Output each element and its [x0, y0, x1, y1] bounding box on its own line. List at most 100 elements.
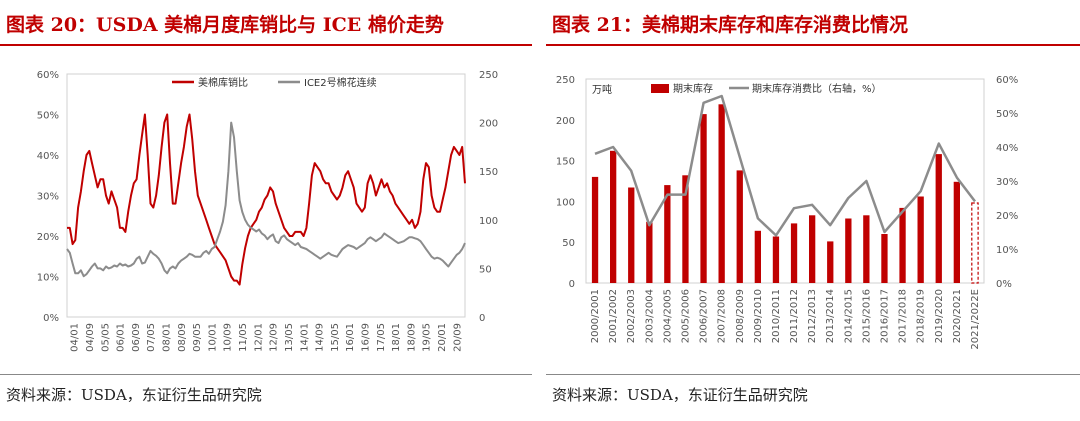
- chart-panel-stock-to-use: 图表 20：USDA 美棉月度库销比与 ICE 棉价走势 0% 10% 20% 30%…: [0, 0, 532, 421]
- left-axis-tick-label: 40%: [37, 151, 59, 162]
- series-line-stock-consumption-ratio: [594, 94, 976, 237]
- x-axis-tick-label: 2003/2004: [644, 289, 655, 343]
- x-axis-tick-label: 05/05: [100, 323, 111, 352]
- x-axis-tick-label: 2020/2021: [952, 289, 963, 343]
- x-axis-tick-label: 16/01: [345, 323, 356, 352]
- left-axis-tick-label: 0: [569, 279, 575, 290]
- source-rule: [0, 374, 532, 375]
- source-note: 资料来源：USDA，东证衍生品研究院: [6, 386, 262, 404]
- x-axis-tick-label: 16/09: [361, 323, 372, 352]
- chart-title: 图表 21：美棉期末库存和库存消费比情况: [552, 14, 909, 36]
- x-axis-tick-label: 2008/2009: [735, 289, 746, 343]
- bar-ending-stocks: [863, 215, 870, 283]
- x-axis-tick-label: 2013/2014: [825, 289, 836, 343]
- ending-stocks-chart: 0 50 100 150 200 250 0% 10% 20% 30% 40% 50% 60% 万吨 200…: [556, 75, 1018, 350]
- left-axis-tick-label: 250: [556, 75, 575, 86]
- right-axis-tick-label: 50%: [996, 109, 1018, 120]
- right-axis-tick-label: 10%: [996, 245, 1018, 256]
- unit-label: 万吨: [592, 83, 612, 96]
- bar-ending-stocks: [953, 181, 960, 283]
- x-axis-tick-label: 06/09: [131, 323, 142, 352]
- x-axis-tick-label: 12/09: [269, 323, 280, 352]
- x-axis-tick-label: 2001/2002: [608, 289, 619, 343]
- x-axis-tick-label: 2007/2008: [717, 289, 728, 343]
- x-axis-tick-label: 2015/2016: [861, 289, 872, 343]
- x-axis-tick-label: 2021/2022E: [970, 289, 981, 350]
- legend-swatch-bar: [651, 84, 669, 93]
- x-axis-tick-label: 2000/2001: [590, 289, 601, 343]
- left-axis-tick-label: 10%: [37, 273, 59, 284]
- x-axis-tick-label: 06/01: [116, 323, 127, 352]
- bar-ending-stocks: [591, 176, 599, 283]
- x-axis-tick-label: 2016/2017: [880, 289, 891, 343]
- x-axis-tick-label: 2019/2020: [934, 289, 945, 343]
- right-axis-tick-label: 200: [479, 119, 498, 130]
- title-rule: [546, 44, 1080, 46]
- left-axis-tick-label: 60%: [37, 70, 59, 81]
- x-axis-tick-label: 2010/2011: [771, 289, 782, 343]
- x-axis-tick-label: 20/01: [437, 323, 448, 352]
- bar-ending-stocks: [700, 114, 707, 283]
- x-axis-tick-label: 2012/2013: [807, 289, 818, 343]
- x-axis-tick-label: 12/01: [253, 323, 264, 352]
- bar-ending-stocks: [736, 170, 743, 283]
- bar-ending-stocks: [772, 236, 780, 283]
- x-axis-tick-label: 14/01: [299, 323, 310, 352]
- right-axis-tick-label: 250: [479, 70, 498, 81]
- source-note: 资料来源：USDA，东证衍生品研究院: [552, 386, 808, 404]
- chart-panel-ending-stocks: 图表 21：美棉期末库存和库存消费比情况 0 50 100 150 200 250 0% 10…: [546, 0, 1080, 421]
- legend-label: 期末库存: [673, 82, 713, 95]
- x-axis-tick-label: 18/01: [391, 323, 402, 352]
- legend-label: ICE2号棉花连续: [304, 76, 377, 89]
- x-axis-tick-label: 20/09: [452, 323, 463, 352]
- right-axis-tick-label: 30%: [996, 177, 1018, 188]
- right-axis-tick-label: 20%: [996, 211, 1018, 222]
- x-axis-tick-label: 08/09: [177, 323, 188, 352]
- x-axis-tick-label: 04/01: [70, 323, 81, 352]
- x-axis-tick-label: 15/05: [330, 323, 341, 352]
- x-axis-tick-label: 14/09: [315, 323, 326, 352]
- x-axis-tick-label: 2017/2018: [898, 289, 909, 343]
- title-rule: [0, 44, 532, 46]
- legend-label: 期末库存消费比（右轴，%）: [752, 82, 882, 95]
- monthly-stock-to-use-chart: 0% 10% 20% 30% 40% 50% 60% 0 50 100 150 200 250 04/01…: [37, 70, 498, 352]
- x-axis-tick-label: 04/09: [85, 323, 96, 352]
- x-axis-tick-label: 10/09: [223, 323, 234, 352]
- x-axis-tick-label: 10/01: [207, 323, 218, 352]
- chart-title: 图表 20：USDA 美棉月度库销比与 ICE 棉价走势: [6, 14, 444, 36]
- right-axis-tick-label: 60%: [996, 75, 1018, 86]
- bar-ending-stocks: [754, 230, 761, 283]
- bar-ending-stocks: [881, 234, 888, 283]
- right-axis-tick-label: 150: [479, 167, 498, 178]
- bar-ending-stocks: [827, 241, 834, 283]
- left-axis-tick-label: 200: [556, 116, 575, 127]
- x-axis-tick-label: 2009/2010: [753, 289, 764, 343]
- left-axis-tick-label: 150: [556, 157, 575, 168]
- right-axis-tick-label: 0%: [996, 279, 1012, 290]
- bar-ending-stocks: [718, 104, 725, 283]
- right-axis-tick-label: 100: [479, 216, 498, 227]
- x-axis-tick-label: 2018/2019: [916, 289, 927, 343]
- left-axis-tick-label: 20%: [37, 232, 59, 243]
- left-axis-tick-label: 50: [562, 238, 575, 249]
- x-axis-tick-label: 2014/2015: [843, 289, 854, 343]
- bar-ending-stocks: [917, 196, 924, 283]
- plot-frame: [66, 73, 466, 318]
- x-axis-tick-label: 2004/2005: [662, 289, 673, 343]
- series-line-ice-cotton: [66, 121, 466, 278]
- source-rule: [546, 374, 1080, 375]
- x-axis-tick-label: 2002/2003: [626, 289, 637, 343]
- x-axis-tick-label: 19/05: [422, 323, 433, 352]
- x-axis-tick-label: 18/09: [406, 323, 417, 352]
- x-axis-tick-label: 08/01: [162, 323, 173, 352]
- left-axis-tick-label: 0%: [43, 313, 59, 324]
- series-line-stock-to-use: [67, 113, 466, 286]
- bar-ending-stocks: [682, 175, 689, 283]
- x-axis-tick-label: 07/05: [146, 323, 157, 352]
- right-axis-tick-label: 0: [479, 313, 485, 324]
- x-axis-tick-label: 09/05: [192, 323, 203, 352]
- bar-ending-stocks: [664, 185, 671, 283]
- x-axis-tick-label: 2011/2012: [789, 289, 800, 343]
- bar-ending-stocks: [935, 154, 942, 283]
- bar-ending-stocks: [610, 150, 617, 283]
